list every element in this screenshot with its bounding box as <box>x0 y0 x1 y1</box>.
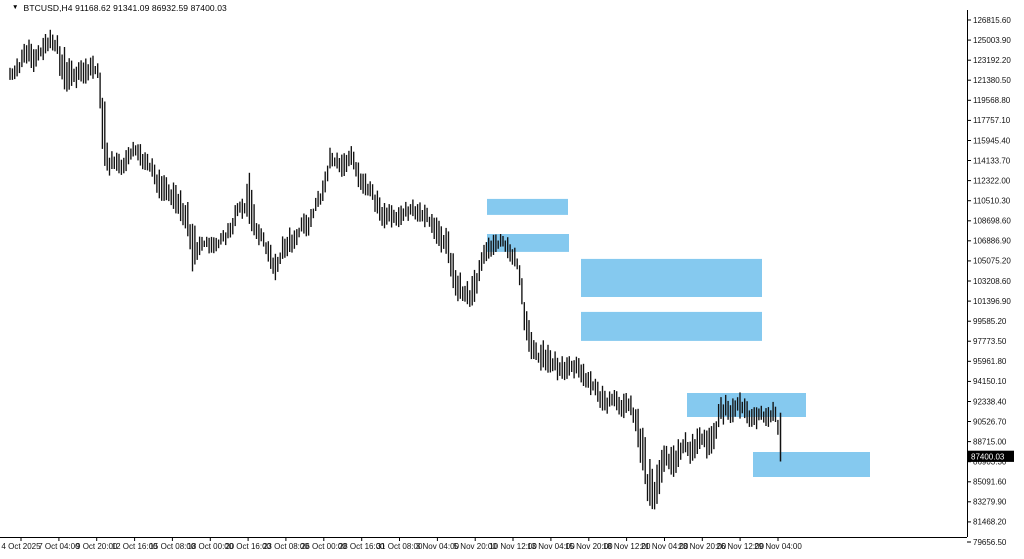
price-tick-label: 85091.60 <box>973 478 1007 487</box>
time-tick-label: 26 Nov 12:00 <box>716 542 764 551</box>
time-tick-label: 29 Nov 04:00 <box>754 542 802 551</box>
price-tick-label: 90526.70 <box>973 417 1007 426</box>
time-tick-label: 18 Nov 12:00 <box>603 542 651 551</box>
current-price-tag: 87400.03 <box>968 450 1014 462</box>
price-tick-label: 99585.20 <box>973 317 1007 326</box>
zones-layer <box>487 198 870 477</box>
time-tick-label: 4 Oct 2025 <box>1 542 41 551</box>
supply-demand-zone-4[interactable] <box>581 311 762 341</box>
time-tick-label: 23 Nov 20:00 <box>679 542 727 551</box>
chart-header: ▼ BTCUSD,H4 91168.62 91341.09 86932.59 8… <box>12 3 227 13</box>
price-tick-label: 103208.60 <box>973 277 1011 286</box>
time-tick-label: 20 Oct 16:00 <box>225 542 271 551</box>
price-tick-label: 97773.50 <box>973 337 1007 346</box>
price-tick-label: 108698.60 <box>973 217 1011 226</box>
price-tick-label: 119568.80 <box>973 96 1011 105</box>
price-tick-label: 123192.20 <box>973 56 1011 65</box>
price-tick-label: 115945.40 <box>973 136 1011 145</box>
price-tick-label: 88715.00 <box>973 437 1007 446</box>
supply-demand-zone-6[interactable] <box>753 452 870 477</box>
time-tick-label: 15 Nov 20:00 <box>565 542 613 551</box>
time-tick-label: 12 Oct 16:00 <box>112 542 158 551</box>
time-tick-label: 31 Oct 08:00 <box>377 542 423 551</box>
symbol-ohlc-label: BTCUSD,H4 91168.62 91341.09 86932.59 874… <box>23 3 227 13</box>
price-tick-label: 112322.00 <box>973 176 1011 185</box>
time-tick-label: 9 Oct 20:00 <box>76 542 118 551</box>
time-tick-label: 15 Oct 08:00 <box>149 542 195 551</box>
time-tick-label: 23 Oct 08:00 <box>263 542 309 551</box>
price-tick-label: 95961.80 <box>973 357 1007 366</box>
time-tick-label: 13 Nov 04:00 <box>527 542 575 551</box>
time-tick-label: 7 Oct 04:00 <box>38 542 80 551</box>
price-tick-label: 101396.90 <box>973 297 1011 306</box>
symbol-dropdown-icon[interactable]: ▼ <box>12 3 19 11</box>
time-tick-label: 10 Nov 12:00 <box>489 542 537 551</box>
candlestick-series[interactable] <box>9 29 782 510</box>
price-tick-label: 94150.10 <box>973 377 1007 386</box>
price-tick-label: 92338.40 <box>973 397 1007 406</box>
price-tick-label: 114133.70 <box>973 156 1011 165</box>
axes-layer <box>0 10 968 538</box>
time-tick-label: 28 Oct 16:00 <box>339 542 385 551</box>
current-price-label: 87400.03 <box>971 452 1005 461</box>
price-tick-label: 121380.50 <box>973 76 1011 85</box>
price-axis-labels: 126815.60 125003.90 123192.20 121380.50 1195… <box>967 16 1011 547</box>
time-tick-label: 21 Nov 04:00 <box>641 542 689 551</box>
price-tick-label: 105075.20 <box>973 257 1011 266</box>
time-tick-label: 18 Oct 00:00 <box>187 542 233 551</box>
price-tick-label: 106886.90 <box>973 237 1011 246</box>
supply-demand-zone-2[interactable] <box>487 234 569 252</box>
price-tick-label: 79656.50 <box>973 538 1007 547</box>
price-tick-label: 117757.10 <box>973 116 1011 125</box>
price-tick-label: 125003.90 <box>973 36 1011 45</box>
price-tick-label: 81468.20 <box>973 518 1007 527</box>
time-tick-label: 3 Nov 04:00 <box>416 542 460 551</box>
supply-demand-zone-1[interactable] <box>487 198 568 215</box>
time-tick-label: 26 Oct 00:00 <box>301 542 347 551</box>
price-tick-label: 110510.30 <box>973 197 1011 206</box>
time-tick-label: 5 Nov 20:00 <box>454 542 498 551</box>
price-tick-label: 86903.30 <box>973 458 1007 467</box>
price-tick-label: 83279.90 <box>973 498 1007 507</box>
supply-demand-zone-3[interactable] <box>581 258 762 297</box>
price-tick-label: 126815.60 <box>973 16 1011 25</box>
